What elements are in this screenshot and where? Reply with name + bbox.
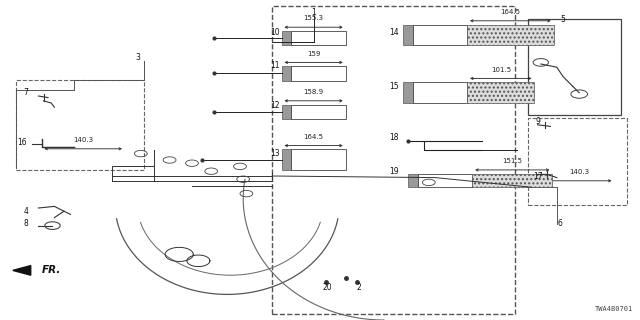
Text: 101.5: 101.5 <box>491 67 511 73</box>
Bar <box>291 149 346 170</box>
Text: 11: 11 <box>271 61 280 70</box>
Text: 151.5: 151.5 <box>502 158 522 164</box>
Bar <box>403 25 413 45</box>
Text: 5: 5 <box>561 15 566 24</box>
Bar <box>282 66 291 81</box>
Text: 20: 20 <box>323 284 333 292</box>
Text: 13: 13 <box>270 149 280 158</box>
Text: 158.9: 158.9 <box>303 89 324 95</box>
Text: 140.3: 140.3 <box>569 169 589 175</box>
Text: 140.3: 140.3 <box>73 137 93 143</box>
Text: 19: 19 <box>388 167 399 176</box>
Text: 18: 18 <box>389 133 398 142</box>
Bar <box>291 31 346 45</box>
Text: 7: 7 <box>23 88 28 97</box>
Text: 159: 159 <box>307 51 320 57</box>
Bar <box>16 80 144 170</box>
Text: 8: 8 <box>23 220 28 228</box>
Bar <box>528 19 621 115</box>
Text: 12: 12 <box>271 101 280 110</box>
Bar <box>408 174 418 187</box>
Bar <box>282 105 291 119</box>
Text: 155.3: 155.3 <box>303 15 324 21</box>
Text: TWA4B0701: TWA4B0701 <box>595 306 634 312</box>
Bar <box>291 66 346 81</box>
Text: 16: 16 <box>17 138 28 147</box>
Text: 164.5: 164.5 <box>500 9 520 15</box>
Bar <box>282 31 291 45</box>
Text: 2: 2 <box>356 284 361 292</box>
Bar <box>413 82 467 103</box>
Text: 1: 1 <box>311 8 316 17</box>
Bar <box>282 149 291 170</box>
Bar <box>528 118 627 205</box>
Bar <box>418 174 472 187</box>
Bar <box>413 25 467 45</box>
Polygon shape <box>13 266 31 275</box>
Bar <box>472 174 552 187</box>
Bar <box>272 6 515 314</box>
Bar <box>403 82 413 103</box>
Text: 6: 6 <box>557 220 563 228</box>
Bar <box>467 82 534 103</box>
Text: 15: 15 <box>388 82 399 91</box>
Text: 164.5: 164.5 <box>303 134 324 140</box>
Bar <box>291 105 346 119</box>
Text: 17: 17 <box>532 172 543 180</box>
Text: 9: 9 <box>535 117 540 126</box>
Text: 3: 3 <box>135 53 140 62</box>
Bar <box>467 25 554 45</box>
Text: 10: 10 <box>270 28 280 36</box>
Text: 4: 4 <box>23 207 28 216</box>
Text: FR.: FR. <box>42 265 61 276</box>
Text: 14: 14 <box>388 28 399 36</box>
